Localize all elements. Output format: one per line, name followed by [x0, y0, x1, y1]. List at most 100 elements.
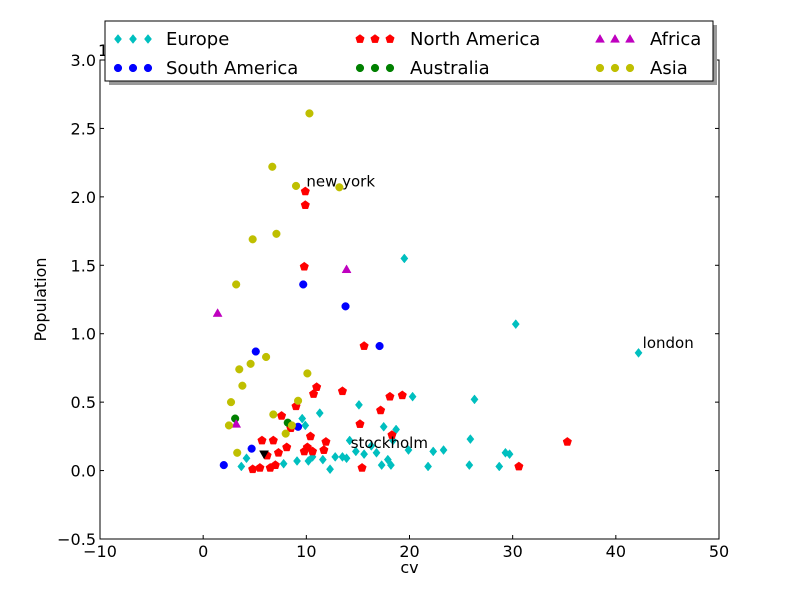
- data-point: [400, 253, 409, 264]
- y-tick-label: −0.5: [57, 530, 96, 549]
- data-point: [246, 359, 255, 368]
- data-point: [465, 460, 474, 470]
- x-tick-label: 0: [198, 542, 208, 561]
- legend-marker: [370, 63, 380, 73]
- data-point: [351, 446, 360, 457]
- data-point: [259, 450, 269, 460]
- data-point: [360, 449, 369, 460]
- data-point: [319, 445, 329, 454]
- series-europe: [237, 253, 643, 475]
- data-point: [331, 451, 340, 462]
- data-point: [305, 431, 316, 441]
- data-point: [355, 419, 365, 428]
- data-point: [231, 419, 242, 428]
- data-point: [562, 437, 572, 446]
- series-asia: [224, 109, 344, 457]
- data-point: [294, 396, 303, 405]
- legend-marker: [370, 34, 380, 43]
- data-point: [505, 449, 514, 460]
- data-point: [408, 391, 417, 402]
- data-point: [299, 261, 309, 271]
- legend-label: Europe: [166, 29, 229, 50]
- data-point: [308, 389, 319, 398]
- legend-marker: [355, 34, 365, 43]
- legend-label: Australia: [410, 58, 490, 79]
- x-tick-label: −10: [83, 542, 117, 561]
- data-point: [251, 347, 260, 356]
- y-tick-label: 0.0: [71, 462, 96, 481]
- data-point: [383, 454, 392, 465]
- point-annotation: london: [643, 334, 694, 352]
- data-point: [514, 461, 524, 471]
- data-point: [237, 461, 246, 472]
- legend-item-south-america: South America: [113, 58, 298, 79]
- x-tick-label: 40: [606, 542, 626, 561]
- point-annotation: stockholm: [351, 434, 428, 452]
- legend-marker: [385, 34, 395, 43]
- legend-marker: [143, 63, 153, 73]
- x-tick-label: 50: [709, 542, 729, 561]
- data-point: [429, 446, 438, 457]
- data-point: [466, 434, 475, 444]
- x-tick-label: 20: [399, 542, 419, 561]
- data-point: [273, 447, 284, 457]
- data-point: [255, 463, 265, 472]
- data-point: [248, 235, 257, 244]
- legend-item-europe: Europe: [114, 29, 229, 50]
- data-point: [397, 390, 407, 400]
- data-point: [345, 435, 354, 446]
- data-point: [219, 461, 228, 470]
- axis-offset-label: 1: [98, 41, 108, 60]
- y-tick-label: 2.5: [71, 119, 96, 138]
- legend-item-asia: Asia: [595, 58, 688, 79]
- data-point: [268, 435, 278, 445]
- data-point: [291, 181, 301, 190]
- data-point: [238, 381, 247, 390]
- data-point: [269, 410, 278, 419]
- data-point: [300, 200, 310, 209]
- data-point: [357, 463, 367, 472]
- series-south-america: [219, 280, 384, 470]
- series-unnamed: [259, 450, 269, 460]
- data-point: [315, 408, 324, 418]
- y-tick-label: 1.5: [71, 256, 96, 275]
- data-point: [287, 421, 296, 430]
- legend-marker: [595, 33, 605, 43]
- legend-item-africa: Africa: [595, 29, 701, 50]
- legend-marker: [113, 63, 123, 73]
- data-point: [242, 453, 251, 464]
- data-point: [224, 421, 234, 430]
- x-tick-label: 30: [502, 542, 522, 561]
- legend-label: Asia: [650, 58, 688, 79]
- data-point: [337, 386, 348, 396]
- data-point: [439, 445, 448, 455]
- data-point: [355, 399, 363, 410]
- data-point: [270, 460, 280, 469]
- data-point: [282, 442, 292, 452]
- data-point: [634, 347, 643, 358]
- data-point: [232, 280, 241, 289]
- data-point: [312, 382, 322, 391]
- data-point: [226, 398, 236, 407]
- data-point: [338, 451, 347, 462]
- legend-item-australia: Australia: [355, 58, 490, 79]
- data-point: [404, 445, 413, 455]
- data-point: [301, 420, 310, 431]
- data-point: [375, 341, 384, 351]
- legend-marker: [610, 33, 620, 43]
- legend-marker: [128, 63, 138, 73]
- data-point: [305, 109, 314, 118]
- data-point: [387, 430, 397, 439]
- data-point: [424, 461, 432, 472]
- legend-item-north-america: North America: [355, 29, 540, 50]
- legend-marker: [625, 63, 635, 73]
- legend-marker: [129, 34, 137, 44]
- legend-label: North America: [410, 29, 540, 50]
- data-point: [470, 394, 479, 405]
- data-point: [212, 308, 223, 317]
- legend-marker: [144, 34, 152, 44]
- data-point: [385, 391, 395, 401]
- data-point: [272, 229, 281, 238]
- data-point: [281, 429, 290, 438]
